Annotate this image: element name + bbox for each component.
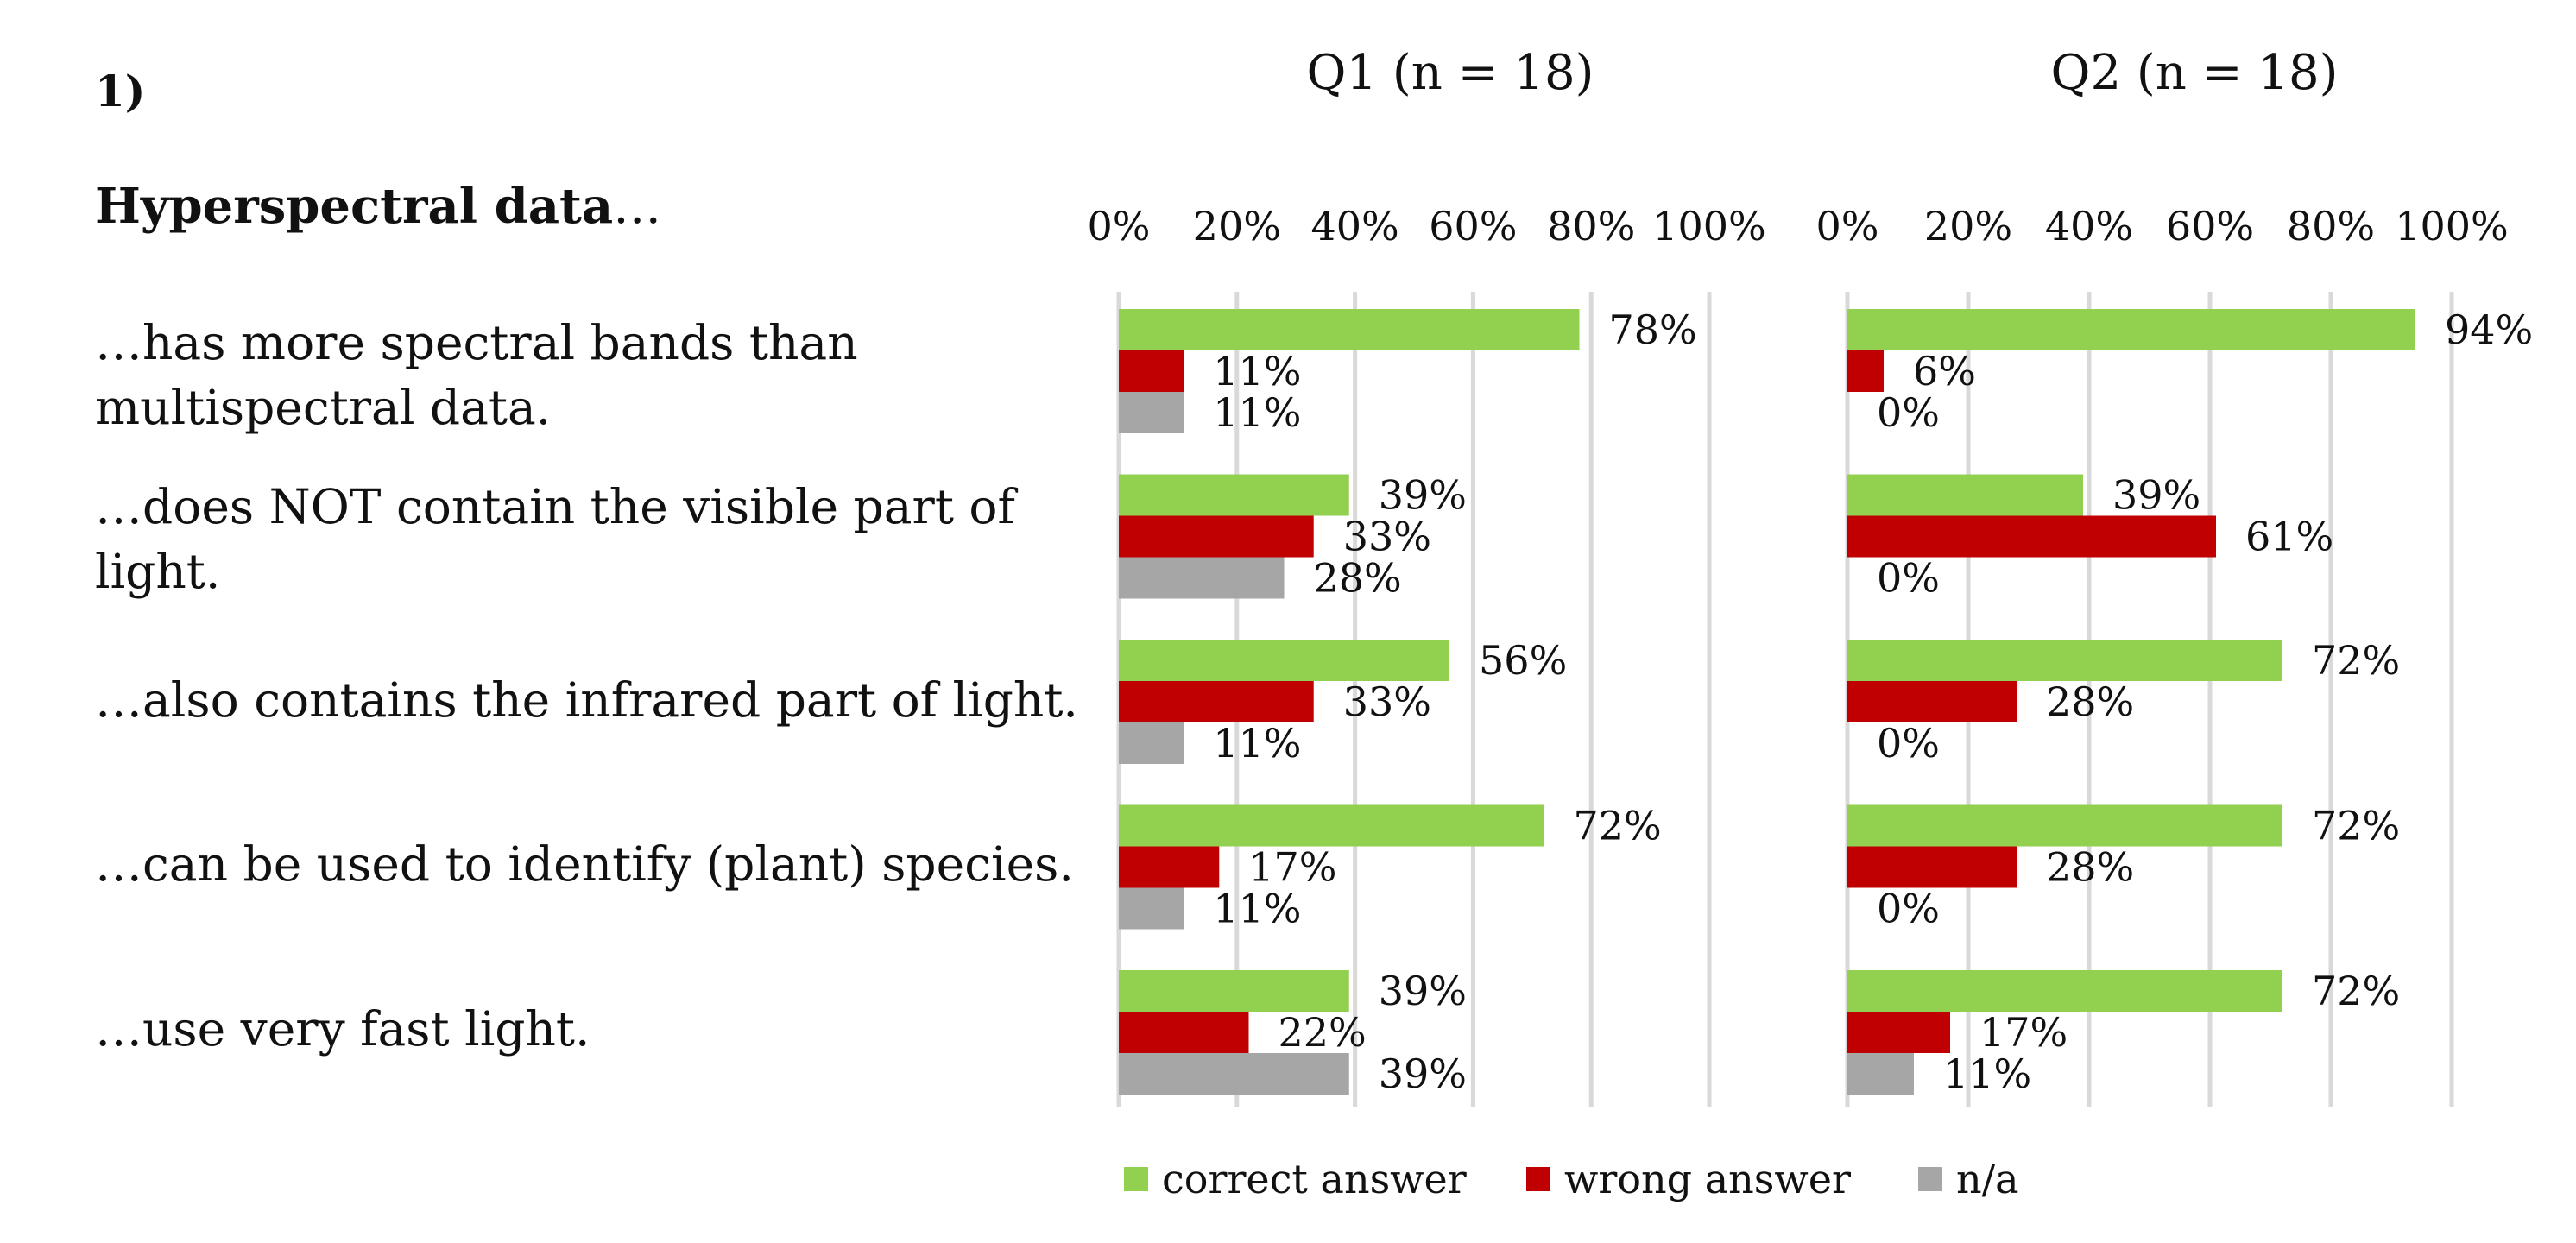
q2-data-label: 39%	[2112, 472, 2200, 519]
q1-x-tick-label: 80%	[1547, 203, 1635, 249]
q2-data-label: 0%	[1877, 389, 1940, 436]
q2-bar-wrong	[1847, 1012, 1950, 1053]
legend-na-label: n/a	[1956, 1156, 2019, 1202]
q1-bar-wrong	[1119, 681, 1314, 722]
q2-data-label: 72%	[2312, 803, 2400, 849]
q2-bar-correct	[1847, 804, 2282, 847]
q1-data-label: 56%	[1479, 637, 1567, 684]
section-number: 1)	[95, 66, 146, 117]
q1-data-label: 33%	[1343, 678, 1431, 725]
q2-data-label: 28%	[2046, 844, 2134, 891]
q1-data-label: 11%	[1213, 886, 1301, 932]
statement-4: …can be used to identify (plant) species…	[95, 836, 1074, 892]
q1-bar-correct	[1119, 970, 1349, 1012]
q1-data-label: 11%	[1213, 389, 1301, 436]
q1-bar-correct	[1119, 804, 1544, 847]
q1-x-tick-label: 100%	[1652, 203, 1766, 249]
q2-data-label: 0%	[1877, 886, 1940, 932]
statement-3: …also contains the infrared part of ligh…	[95, 672, 1078, 728]
q1-chart-title: Q1 (n = 18)	[1306, 45, 1594, 101]
legend-wrong-label: wrong answer	[1564, 1156, 1851, 1202]
q1-data-label: 39%	[1379, 472, 1467, 519]
legend-wrong: wrong answer	[1526, 1153, 1851, 1205]
q1-bar-wrong	[1119, 846, 1220, 888]
heading-ellipsis: …	[613, 179, 662, 235]
statement-heading: Hyperspectral data…	[95, 178, 661, 235]
legend-wrong-swatch	[1526, 1167, 1550, 1191]
q1-bar-wrong	[1119, 1012, 1249, 1053]
q1-bar-wrong	[1119, 515, 1314, 558]
q1-data-label: 11%	[1213, 720, 1301, 767]
q2-x-tick-label: 80%	[2287, 203, 2375, 249]
statement-2: …does NOT contain the visible part of li…	[95, 479, 1015, 599]
q2-bar-correct	[1847, 474, 2083, 516]
q1-data-label: 22%	[1278, 1009, 1366, 1056]
q2-bar-correct	[1847, 640, 2282, 681]
legend-na-swatch	[1918, 1167, 1942, 1191]
q1-bar-na	[1119, 557, 1285, 599]
q1-data-label: 39%	[1379, 1051, 1467, 1097]
statement-5: …use very fast light.	[95, 1001, 590, 1057]
q2-data-label: 11%	[1943, 1051, 2031, 1097]
q2-x-tick-label: 0%	[1816, 203, 1879, 249]
q2-data-label: 6%	[1913, 348, 1976, 394]
q2-x-tick-label: 100%	[2395, 203, 2509, 249]
legend-correct: correct answer	[1124, 1153, 1467, 1205]
q1-bar-na	[1119, 722, 1184, 764]
q2-bar-wrong	[1847, 350, 1884, 392]
q1-bar-na	[1119, 887, 1184, 930]
q1-x-tick-label: 0%	[1088, 203, 1151, 249]
q2-x-tick-label: 60%	[2166, 203, 2254, 249]
q2-bar-wrong	[1847, 681, 2017, 722]
q1-data-label: 11%	[1213, 348, 1301, 394]
q2-bar-wrong	[1847, 515, 2216, 558]
q2-chart-title: Q2 (n = 18)	[2050, 45, 2339, 101]
q1-x-tick-label: 60%	[1429, 203, 1517, 249]
q2-bar-wrong	[1847, 846, 2017, 888]
q1-bar-wrong	[1119, 350, 1184, 392]
q2-data-label: 61%	[2245, 514, 2333, 560]
q2-data-label: 72%	[2312, 968, 2400, 1014]
legend-correct-swatch	[1124, 1167, 1148, 1191]
q2-bar-na	[1847, 1053, 1914, 1095]
q2-data-label: 28%	[2046, 678, 2134, 725]
heading-bold: Hyperspectral data	[95, 178, 614, 235]
q2-x-tick-label: 20%	[1924, 203, 2012, 249]
q1-data-label: 39%	[1379, 968, 1467, 1014]
q2-data-label: 0%	[1877, 720, 1940, 767]
q1-bar-na	[1119, 1053, 1349, 1095]
q1-x-tick-label: 40%	[1310, 203, 1398, 249]
q1-bar-correct	[1119, 474, 1349, 516]
q1-data-label: 72%	[1573, 803, 1661, 849]
q1-x-tick-label: 20%	[1193, 203, 1281, 249]
statement-1: …has more spectral bands than multispect…	[95, 315, 858, 435]
q2-data-label: 0%	[1877, 555, 1940, 602]
q1-bar-correct	[1119, 640, 1450, 681]
q1-data-label: 78%	[1609, 306, 1697, 353]
q1-bar-correct	[1119, 309, 1580, 350]
q2-bar-correct	[1847, 970, 2282, 1012]
q1-data-label: 17%	[1248, 844, 1336, 891]
q2-data-label: 72%	[2312, 637, 2400, 684]
q2-x-tick-label: 40%	[2045, 203, 2133, 249]
legend-na: n/a	[1918, 1153, 2019, 1205]
q1-data-label: 33%	[1343, 514, 1431, 560]
q2-bar-correct	[1847, 309, 2415, 350]
q1-data-label: 28%	[1314, 555, 1402, 602]
q2-data-label: 17%	[1979, 1009, 2068, 1056]
q2-data-label: 94%	[2445, 306, 2533, 353]
legend-correct-label: correct answer	[1162, 1156, 1467, 1202]
q1-bar-na	[1119, 392, 1184, 433]
